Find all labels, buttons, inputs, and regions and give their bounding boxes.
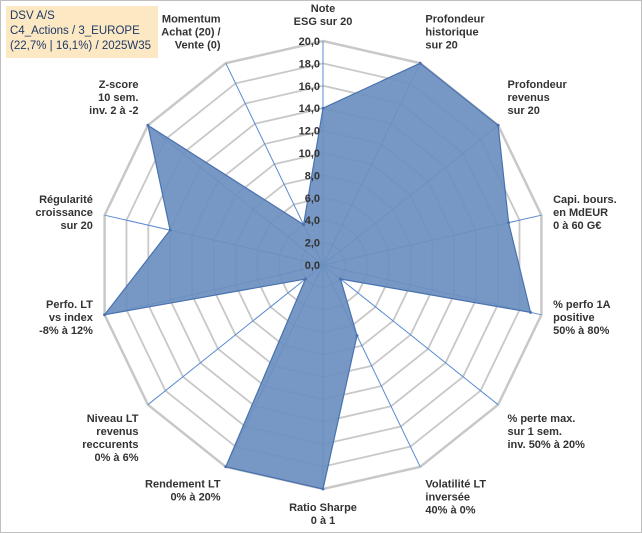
radial-tick-label: 12,0 (299, 126, 320, 138)
axis-label: % perte max. (508, 413, 576, 425)
radial-tick-label: 0,0 (305, 260, 320, 272)
axis-label: Note (311, 3, 335, 15)
axis-label: Volatilité LT (425, 479, 486, 491)
data-point (168, 228, 172, 232)
axis-label: Profondeur (508, 79, 568, 91)
data-point (496, 123, 500, 127)
axis-label: Rendement LT (145, 479, 221, 491)
axis-label: Achat (20) / (161, 26, 220, 38)
axis-label: revenus (96, 426, 138, 438)
data-point (224, 465, 228, 469)
axis-label: en MdEUR (553, 207, 608, 219)
data-point (321, 487, 325, 491)
title-line-2: C4_Actions / 3_EUROPE (10, 25, 140, 37)
data-point (304, 277, 307, 281)
radial-tick-label: 14,0 (299, 103, 320, 115)
axis-label: 10 sem. (98, 92, 138, 104)
data-point (302, 223, 306, 227)
axis-label: 0 à 1 (311, 515, 335, 527)
axis-label: Profondeur (425, 13, 485, 25)
axis-label: reccurents (82, 439, 138, 451)
axis-label: sur 1 sem. (508, 426, 562, 438)
axis-label: -8% à 12% (39, 325, 93, 337)
data-point (507, 221, 511, 225)
axis-spoke (147, 264, 324, 406)
axis-label: % perfo 1A (553, 299, 611, 311)
axis-label: Z-score (99, 79, 139, 91)
axis-label: revenus (508, 92, 550, 104)
axis-label: inversée (425, 492, 470, 504)
radar-ticks: 0,0 2,0 4,0 6,0 8,0 10,0 12,0 14,0 16,0 18,0 20,0 (299, 36, 320, 272)
axis-label: Capi. bours. (553, 194, 617, 206)
radial-tick-label: 6,0 (305, 193, 320, 205)
axis-label: inv. 2 à -2 (89, 105, 138, 117)
axis-label: croissance (35, 207, 92, 219)
radial-tick-label: 16,0 (299, 81, 320, 93)
radial-tick-label: 8,0 (305, 170, 320, 182)
axis-spoke (322, 264, 499, 406)
radial-tick-label: 10,0 (299, 148, 320, 160)
axis-label: 0 à 60 G€ (553, 220, 601, 232)
axis-label: sur 20 (425, 39, 457, 51)
axis-label: 50% à 80% (553, 325, 609, 337)
radial-tick-label: 2,0 (305, 238, 320, 250)
axis-label: positive (553, 312, 595, 324)
axis-label: sur 20 (60, 220, 92, 232)
title-line-3: (22,7% | 16,1%) / 2025W35 (10, 40, 152, 52)
data-point (339, 277, 342, 281)
axis-label: historique (425, 26, 478, 38)
data-point (418, 61, 422, 65)
data-point (103, 313, 107, 317)
axis-label: 0% à 20% (170, 492, 220, 504)
axis-label: sur 20 (508, 105, 540, 117)
axis-label: Ratio Sharpe (289, 502, 357, 514)
axis-label: inv. 50% à 20% (508, 439, 586, 451)
axis-label: 0% à 6% (94, 452, 138, 464)
axis-label: 40% à 0% (425, 505, 475, 517)
axis-label: Niveau LT (87, 413, 139, 425)
chart-title-box: DSV A/S C4_Actions / 3_EUROPE (22,7% | 1… (6, 6, 158, 58)
data-point (321, 106, 325, 110)
radar-series (103, 61, 532, 491)
axis-label: Régularité (39, 194, 93, 206)
data-point (529, 310, 532, 314)
title-line-1: DSV A/S (10, 10, 55, 22)
axis-label: ESG sur 20 (294, 16, 353, 28)
data-point (355, 334, 359, 338)
data-point (146, 123, 150, 127)
axis-label: Momentum (162, 13, 221, 25)
axis-label: Vente (0) (175, 39, 221, 51)
axis-label: Perfo. LT (46, 299, 93, 311)
axis-label: vs index (49, 312, 94, 324)
radial-tick-label: 4,0 (305, 215, 320, 227)
radial-tick-label: 18,0 (299, 58, 320, 70)
radial-tick-label: 20,0 (299, 36, 320, 48)
